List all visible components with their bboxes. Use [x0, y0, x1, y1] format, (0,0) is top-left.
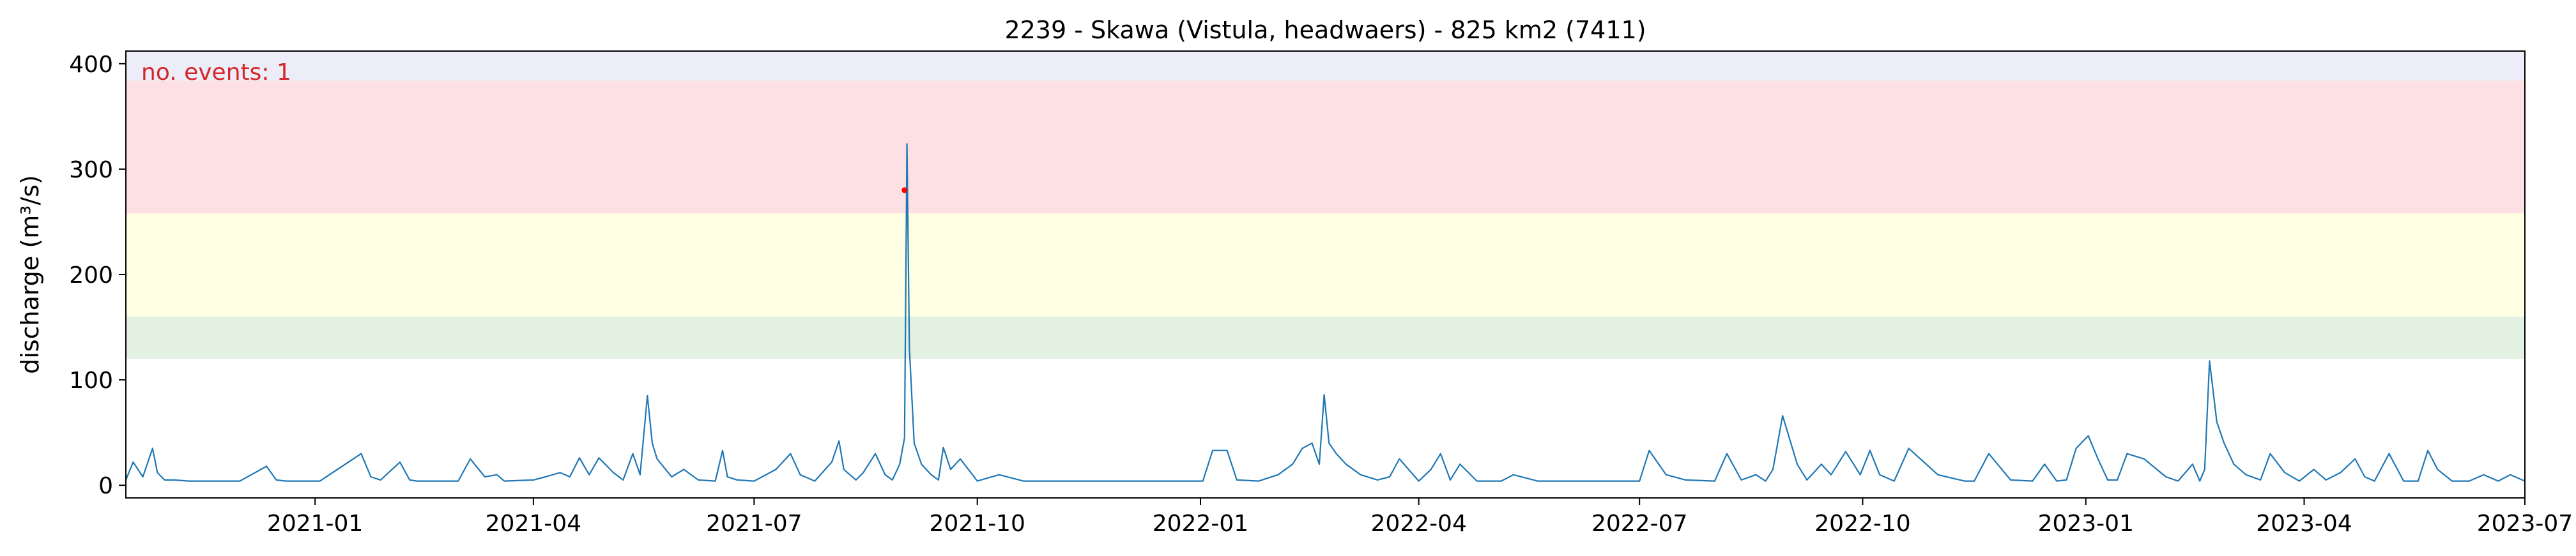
event-markers [901, 187, 908, 193]
y-tick-label: 100 [69, 368, 113, 394]
x-tick-label: 2022-01 [1153, 511, 1248, 537]
y-tick-label: 200 [69, 262, 113, 289]
x-tick-label: 2021-04 [486, 511, 581, 537]
discharge-series-layer [125, 143, 2526, 482]
x-tick-label: 2023-04 [2256, 511, 2352, 537]
x-tick-label: 2022-10 [1814, 511, 1910, 537]
threshold-band-3 [126, 51, 2525, 81]
threshold-band-0 [126, 317, 2525, 359]
x-tick-label: 2022-07 [1591, 511, 1687, 537]
threshold-band-1 [126, 213, 2525, 317]
y-tick-label: 0 [98, 473, 113, 499]
y-axis-label: discharge (m³/s) [16, 175, 44, 374]
threshold-band-2 [126, 80, 2525, 214]
y-tick-label: 400 [69, 52, 113, 78]
y-tick-label: 300 [69, 157, 113, 183]
event-count-annotation: no. events: 1 [141, 59, 291, 86]
chart-title: 2239 - Skawa (Vistula, headwaers) - 825 … [1004, 16, 1646, 44]
y-axis-ticks: 0 100 200 300 400 [69, 52, 126, 499]
x-tick-label: 2021-07 [706, 511, 802, 537]
x-tick-label: 2021-01 [267, 511, 363, 537]
threshold-bands [126, 51, 2525, 359]
x-tick-label: 2022-04 [1370, 511, 1466, 537]
x-tick-label: 2023-01 [2038, 511, 2134, 537]
event-point-0 [901, 187, 908, 193]
x-tick-label: 2023-07 [2477, 511, 2573, 537]
discharge-series-line [125, 143, 2526, 482]
x-tick-label: 2021-10 [929, 511, 1025, 537]
x-axis-ticks: 2021-01 2021-04 2021-07 2021-10 2022-01 2022-… [267, 498, 2573, 537]
